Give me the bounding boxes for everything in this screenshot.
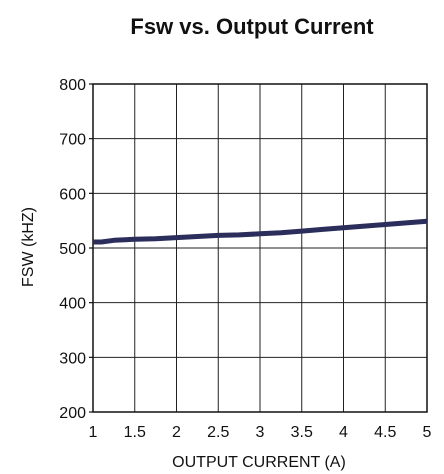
x-tick-label: 5 xyxy=(423,424,432,441)
x-tick-label: 1.5 xyxy=(124,424,146,441)
x-tick-label: 2 xyxy=(172,424,181,441)
y-tick-label: 400 xyxy=(59,296,86,313)
x-tick-label: 2.5 xyxy=(207,424,229,441)
series-line xyxy=(93,218,428,245)
x-tick-label: 3 xyxy=(256,424,265,441)
x-tick-label: 4.5 xyxy=(374,424,396,441)
series-group xyxy=(93,218,428,245)
x-tick-label: 3.5 xyxy=(291,424,313,441)
y-tick-label: 800 xyxy=(59,77,86,94)
x-tick-labels: 1 1.5 2 2.5 3 3.5 4 4.5 5 xyxy=(89,424,432,441)
grid xyxy=(93,84,427,412)
y-tick-labels: 200 300 400 500 600 700 800 xyxy=(59,77,93,422)
y-tick-label: 500 xyxy=(59,241,86,258)
y-tick-label: 200 xyxy=(59,405,86,422)
y-axis-label: FSW (kHZ) xyxy=(20,207,37,287)
x-axis-label: OUTPUT CURRENT (A) xyxy=(172,454,346,471)
y-tick-label: 700 xyxy=(59,132,86,149)
y-tick-label: 300 xyxy=(59,350,86,367)
x-tick-label: 4 xyxy=(339,424,348,441)
y-tick-label: 600 xyxy=(59,186,86,203)
x-tick-label: 1 xyxy=(89,424,98,441)
chart-title: Fsw vs. Output Current xyxy=(130,14,374,39)
